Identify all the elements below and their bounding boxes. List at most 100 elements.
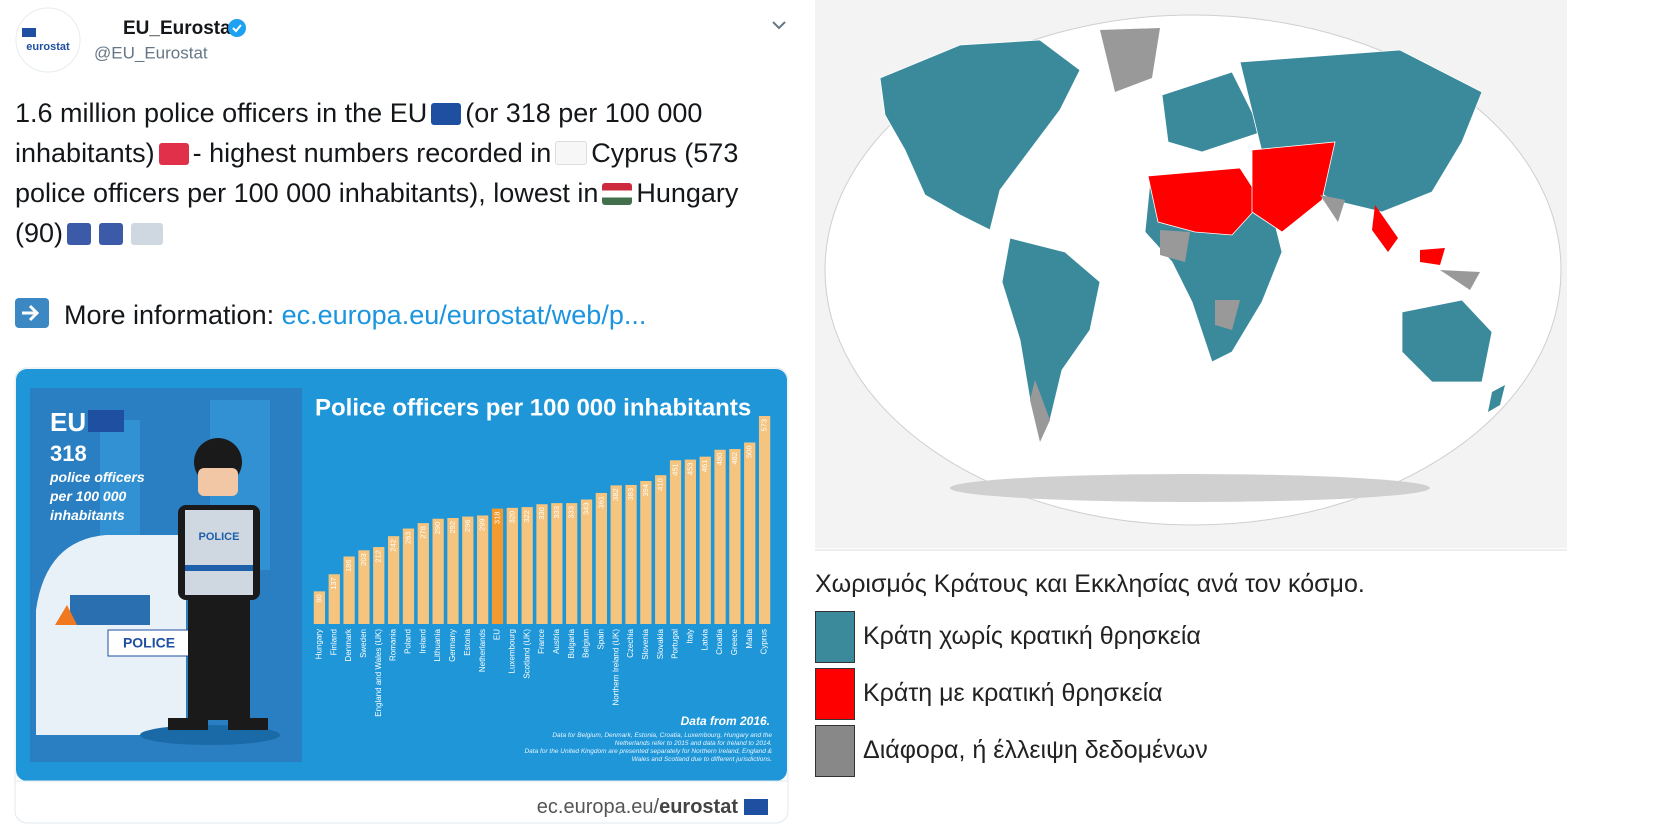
- legend-item: Κράτη χωρίς κρατική θρησκεία: [815, 608, 1208, 665]
- x-tick-label: Estonia: [463, 628, 472, 655]
- author: EU_Eurostat: [123, 18, 238, 39]
- bar: [729, 449, 741, 624]
- car-plate: [107, 629, 191, 657]
- footer-brand: eurostat: [659, 796, 738, 818]
- tweet-text: 1.6 million police officers in the EU (or…: [15, 93, 760, 253]
- x-tick-label: Latvia: [700, 628, 709, 650]
- avatar-label: eurostat: [26, 41, 70, 53]
- bar: [758, 416, 771, 624]
- x-tick-label: Greece: [730, 628, 739, 655]
- bar: [328, 574, 340, 624]
- x-tick-label: Slovenia: [641, 628, 650, 659]
- officer-boot: [228, 718, 268, 730]
- x-tick-label: Croatia: [715, 628, 724, 654]
- x-tick-label: Poland: [404, 629, 413, 654]
- footer: ec.europa.eu/eurostat: [537, 796, 738, 819]
- value-label: 278: [418, 526, 427, 539]
- value-label: 382: [611, 488, 620, 501]
- region: [1401, 299, 1493, 383]
- value-label: 299: [478, 518, 487, 531]
- value-label: 290: [433, 522, 442, 535]
- eu-flag-emoji: [431, 103, 462, 125]
- region: [1160, 230, 1190, 262]
- value-label: 573: [760, 419, 769, 432]
- x-tick-label: England and Wales (UK): [374, 629, 383, 717]
- value-label: 333: [567, 506, 576, 519]
- bar: [313, 591, 326, 624]
- vest-label: POLICE: [199, 531, 240, 543]
- eu-value: 318: [50, 441, 87, 466]
- value-label: 333: [552, 506, 561, 519]
- avatar-flag: [22, 28, 36, 37]
- officer-legs: [188, 600, 250, 720]
- footnotes: Data for Belgium, Denmark, Estonia, Croa…: [520, 732, 772, 764]
- bar: [566, 503, 578, 624]
- x-tick-label: Lithuania: [433, 628, 442, 661]
- x-tick-label: Germany: [448, 629, 457, 662]
- bar: [447, 518, 459, 624]
- region: [1161, 71, 1263, 153]
- bar: [655, 475, 667, 624]
- x-tick-label: Bulgaria: [567, 628, 576, 658]
- arrow-emoji-glyph: [22, 304, 40, 322]
- x-tick-label: EU: [493, 629, 502, 640]
- x-tick-label: Sweden: [359, 629, 368, 658]
- officer-face: [198, 468, 238, 496]
- x-tick-label: Finland: [329, 629, 338, 655]
- value-label: 318: [492, 512, 501, 525]
- value-label: 242: [389, 539, 398, 552]
- x-tick-label: Portugal: [671, 629, 680, 659]
- bar: [610, 485, 622, 624]
- legend-label: Κράτη χωρίς κρατική θρησκεία: [863, 622, 1201, 650]
- x-tick-label: Czechia: [626, 628, 635, 657]
- value-label: 186: [344, 559, 353, 572]
- value-label: 361: [596, 496, 605, 509]
- footnote: Data for Belgium, Denmark, Estonia, Croa…: [552, 732, 772, 747]
- value-label: 212: [374, 550, 383, 563]
- bar: [417, 523, 429, 624]
- x-tick-label: France: [537, 628, 546, 653]
- bar: [684, 459, 697, 624]
- x-tick-label: Denmark: [344, 628, 353, 661]
- verified-badge: [228, 19, 246, 37]
- bar: [595, 492, 607, 624]
- siren-emoji: [158, 143, 189, 165]
- more-info: More information: ec.europa.eu/eurostat/…: [64, 300, 646, 331]
- link[interactable]: ec.europa.eu/eurostat/web/p...: [281, 300, 647, 330]
- bar: [506, 507, 518, 624]
- footnote: Data for the United Kingdom are presente…: [524, 748, 772, 763]
- x-tick-label: Italy: [685, 629, 694, 644]
- tweet-text-part: Cyprus (573 police officers per 100 000 …: [15, 138, 739, 208]
- bar: [714, 449, 726, 624]
- tweet-text-part: (or 318 per 100 000 inhabitants): [15, 98, 703, 168]
- value-label: 343: [582, 502, 591, 515]
- value-label: 482: [730, 452, 739, 465]
- bar: [744, 442, 756, 624]
- value-label: 453: [685, 463, 694, 476]
- value-label: 451: [671, 463, 680, 476]
- region: [1320, 195, 1345, 222]
- x-tick-label: Spain: [596, 629, 605, 649]
- avatar: [15, 7, 81, 73]
- bar: [551, 503, 563, 624]
- value-label: 296: [463, 520, 472, 533]
- legend-item: Διάφορα, ή έλλειψη δεδομένων: [815, 722, 1208, 779]
- legend-swatch: [815, 610, 855, 663]
- bar: [373, 547, 385, 624]
- value-label: 137: [329, 577, 338, 590]
- region: [1420, 248, 1445, 265]
- x-tick-label: Northern Ireland (UK): [611, 629, 620, 706]
- x-tick-label: Malta: [745, 628, 754, 648]
- legend-item: Κράτη με κρατική θρησκεία: [815, 665, 1208, 722]
- menu-chevron[interactable]: [772, 21, 786, 30]
- x-tick-label: Cyprus: [760, 629, 769, 654]
- value-label: 90: [314, 594, 323, 602]
- value-label: 263: [403, 532, 412, 545]
- region: [1100, 28, 1160, 92]
- value-label: 410: [656, 478, 665, 491]
- x-tick-label: Slovakia: [656, 628, 665, 659]
- x-tick-label: Austria: [552, 628, 561, 653]
- value-label: 203: [359, 553, 368, 566]
- officer-vest: [185, 510, 253, 595]
- value-label: 480: [715, 453, 724, 466]
